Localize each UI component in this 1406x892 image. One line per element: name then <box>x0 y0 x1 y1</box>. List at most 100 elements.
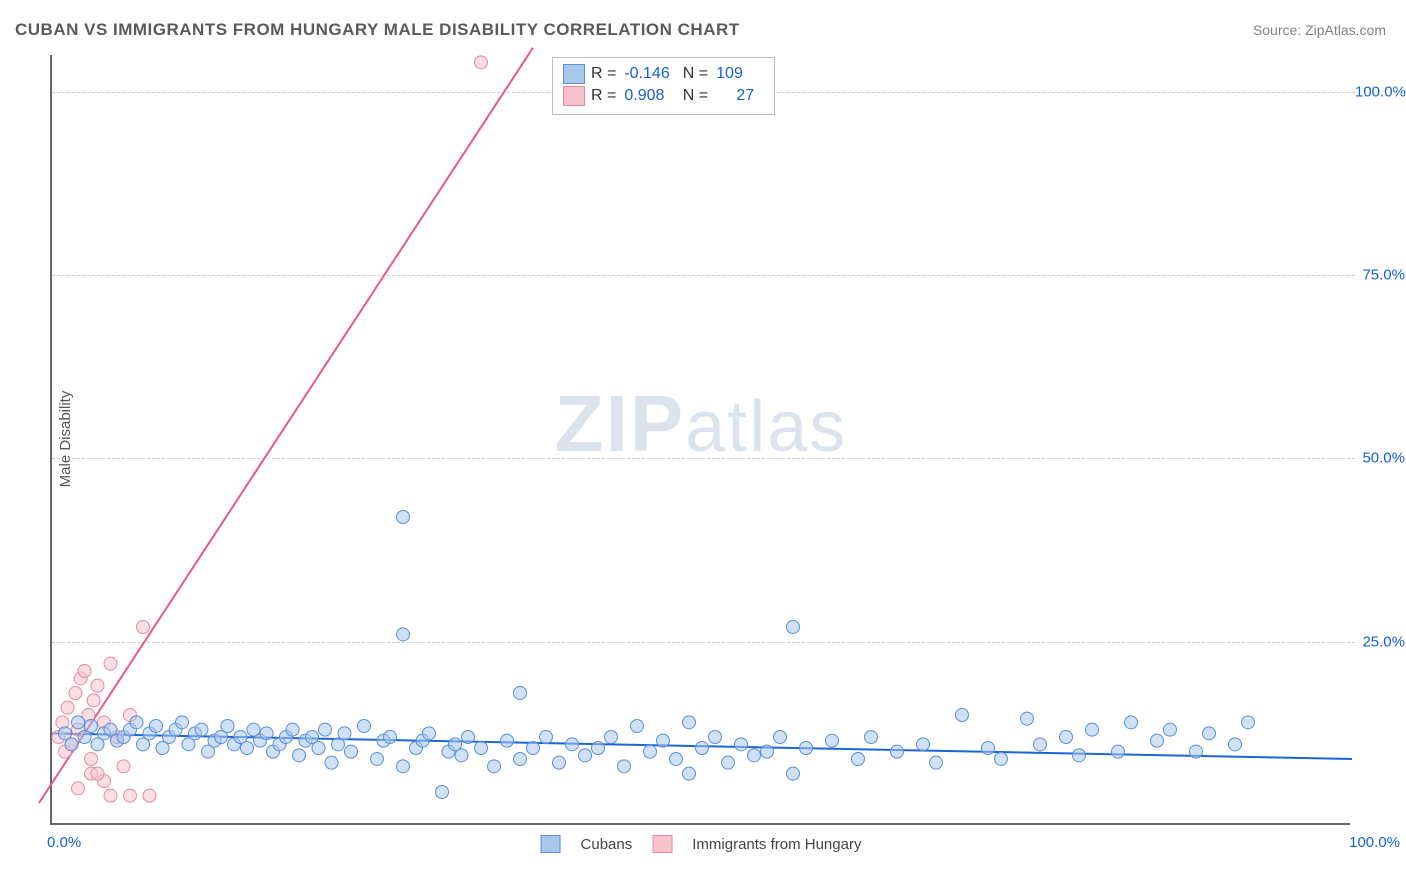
scatter-point <box>683 767 696 780</box>
scatter-point <box>1190 745 1203 758</box>
stat-r-0: -0.146 <box>624 65 672 83</box>
scatter-point <box>1203 727 1216 740</box>
scatter-point <box>514 753 527 766</box>
scatter-point <box>501 734 514 747</box>
swatch-cubans <box>563 64 585 84</box>
scatter-point <box>143 789 156 802</box>
scatter-point <box>195 723 208 736</box>
scatter-point <box>527 742 540 755</box>
scatter-point <box>293 749 306 762</box>
scatter-point <box>540 731 553 744</box>
scatter-point <box>78 665 91 678</box>
scatter-point <box>930 756 943 769</box>
stat-r-label: R = <box>591 65 616 83</box>
bottom-legend: Cubans Immigrants from Hungary <box>541 835 862 853</box>
scatter-point <box>592 742 605 755</box>
scatter-point <box>748 749 761 762</box>
scatter-point <box>436 786 449 799</box>
stat-n-label: N = <box>678 65 708 83</box>
scatter-point <box>800 742 813 755</box>
scatter-point <box>709 731 722 744</box>
scatter-point <box>852 753 865 766</box>
x-tick-min: 0.0% <box>47 834 81 851</box>
y-tick-label: 75.0% <box>1355 267 1405 284</box>
scatter-point <box>371 753 384 766</box>
plot-area: Male Disability ZIPatlas 25.0%50.0%75.0%… <box>50 55 1350 825</box>
scatter-point <box>319 723 332 736</box>
scatter-point <box>1125 716 1138 729</box>
scatter-point <box>176 716 189 729</box>
scatter-point <box>397 760 410 773</box>
scatter-point <box>644 745 657 758</box>
scatter-point <box>325 756 338 769</box>
chart-title: CUBAN VS IMMIGRANTS FROM HUNGARY MALE DI… <box>15 20 740 40</box>
stat-n-1: 27 <box>716 87 754 105</box>
scatter-point <box>137 621 150 634</box>
scatter-point <box>982 742 995 755</box>
scatter-point <box>397 511 410 524</box>
y-tick-label: 100.0% <box>1355 83 1405 100</box>
y-tick-label: 25.0% <box>1355 633 1405 650</box>
scatter-point <box>475 56 488 69</box>
scatter-point <box>85 753 98 766</box>
scatter-point <box>631 720 644 733</box>
scatter-point <box>1034 738 1047 751</box>
scatter-point <box>241 742 254 755</box>
scatter-point <box>787 621 800 634</box>
scatter-point <box>722 756 735 769</box>
scatter-point <box>87 694 100 707</box>
stats-legend: R = -0.146 N = 109 R = 0.908 N = 27 <box>552 57 775 115</box>
stats-row-0: R = -0.146 N = 109 <box>563 64 764 84</box>
scatter-point <box>358 720 371 733</box>
scatter-point <box>91 679 104 692</box>
scatter-point <box>826 734 839 747</box>
scatter-point <box>397 628 410 641</box>
scatter-point <box>150 720 163 733</box>
scatter-point <box>312 742 325 755</box>
scatter-point <box>891 745 904 758</box>
scatter-point <box>462 731 475 744</box>
scatter-point <box>117 760 130 773</box>
scatter-point <box>618 760 631 773</box>
scatter-point <box>787 767 800 780</box>
scatter-point <box>514 687 527 700</box>
scatter-point <box>130 716 143 729</box>
scatter-point <box>1021 712 1034 725</box>
legend-label-1: Immigrants from Hungary <box>692 836 861 853</box>
source-attribution: Source: ZipAtlas.com <box>1253 22 1386 38</box>
scatter-point <box>85 720 98 733</box>
scatter-point <box>566 738 579 751</box>
scatter-point <box>72 716 85 729</box>
scatter-point <box>72 782 85 795</box>
legend-label-0: Cubans <box>581 836 633 853</box>
scatter-point <box>865 731 878 744</box>
scatter-point <box>579 749 592 762</box>
scatter-point <box>917 738 930 751</box>
stat-n-label: N = <box>678 87 708 105</box>
scatter-point <box>956 709 969 722</box>
scatter-point <box>104 789 117 802</box>
stat-n-0: 109 <box>716 65 764 83</box>
scatter-point <box>455 749 468 762</box>
scatter-point <box>1112 745 1125 758</box>
scatter-point <box>1242 716 1255 729</box>
scatter-point <box>260 727 273 740</box>
scatter-point <box>384 731 397 744</box>
scatter-point <box>605 731 618 744</box>
scatter-point <box>1086 723 1099 736</box>
stat-r-1: 0.908 <box>624 87 672 105</box>
scatter-point <box>774 731 787 744</box>
scatter-point <box>286 723 299 736</box>
scatter-point <box>1164 723 1177 736</box>
scatter-point <box>221 720 234 733</box>
scatter-point <box>104 657 117 670</box>
scatter-point <box>553 756 566 769</box>
scatter-point <box>61 701 74 714</box>
stats-row-1: R = 0.908 N = 27 <box>563 86 764 106</box>
scatter-point <box>1151 734 1164 747</box>
scatter-point <box>995 753 1008 766</box>
scatter-point <box>338 727 351 740</box>
legend-swatch-0 <box>541 835 561 853</box>
scatter-svg <box>52 55 1350 823</box>
scatter-point <box>696 742 709 755</box>
